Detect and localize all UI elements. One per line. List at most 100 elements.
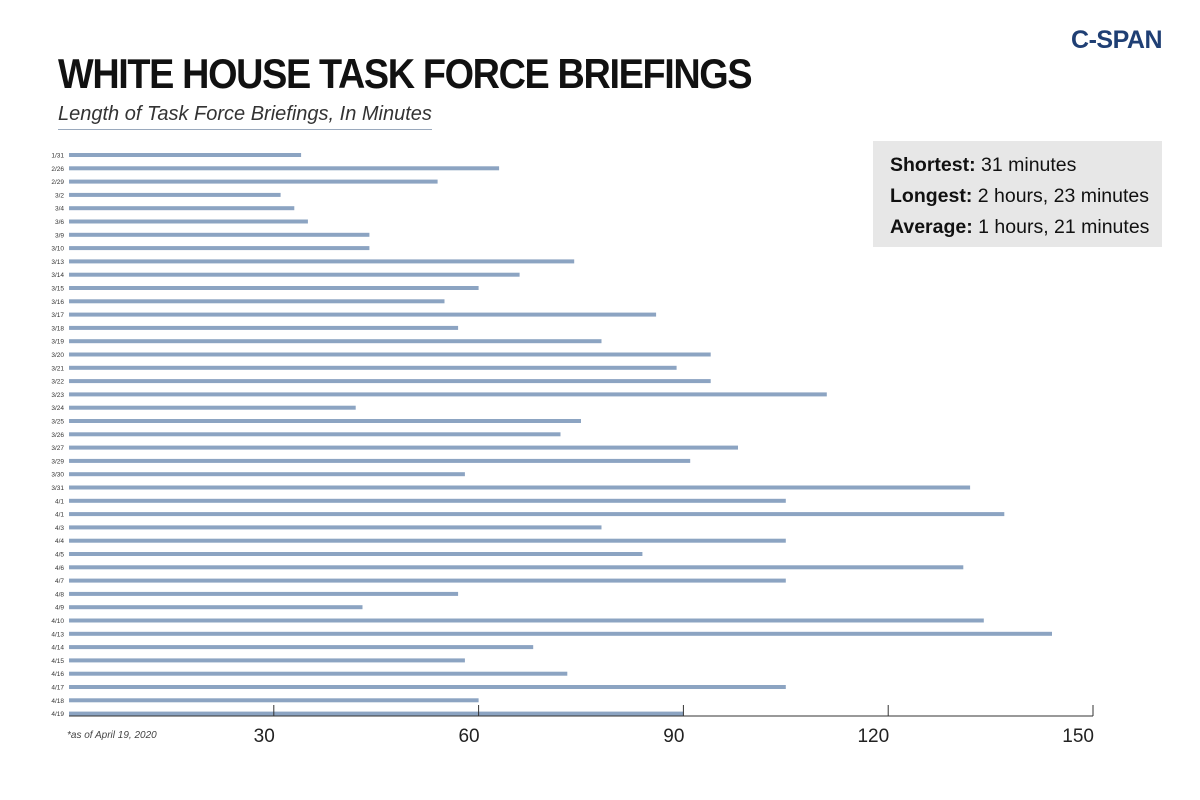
bar: [69, 698, 479, 703]
category-label: 3/9: [55, 232, 64, 239]
bar: [69, 711, 684, 716]
bar: [69, 339, 602, 344]
category-label: 3/13: [51, 259, 64, 266]
category-label: 4/8: [55, 591, 64, 598]
bar: [69, 645, 534, 650]
x-tick-label: 90: [663, 726, 684, 747]
category-label: 3/16: [51, 299, 64, 306]
bar: [69, 658, 465, 663]
category-label: 4/10: [51, 618, 64, 625]
category-label: 4/9: [55, 605, 64, 612]
bar: [69, 392, 827, 397]
x-tick-label: 60: [458, 726, 479, 747]
category-label: 4/4: [55, 538, 64, 545]
stat-longest: Longest: 2 hours, 23 minutes: [890, 181, 1162, 212]
bar: [69, 166, 500, 171]
stat-shortest: Shortest: 31 minutes: [890, 150, 1162, 181]
bar: [69, 299, 445, 304]
bar: [69, 179, 438, 184]
category-label: 3/10: [51, 246, 64, 253]
category-label: 3/31: [51, 485, 64, 492]
category-label: 3/26: [51, 432, 64, 439]
category-label: 3/17: [51, 312, 64, 319]
bar: [69, 312, 657, 317]
category-label: 4/18: [51, 698, 64, 705]
stat-average: Average: 1 hours, 21 minutes: [890, 212, 1162, 243]
bar: [69, 605, 363, 610]
bar: [69, 498, 786, 503]
category-label: 2/26: [51, 166, 64, 173]
x-tick-label: 30: [254, 726, 275, 747]
bar: [69, 671, 568, 676]
category-label: 3/6: [55, 219, 64, 226]
x-tick-label: 150: [1062, 726, 1094, 747]
category-label: 4/13: [51, 631, 64, 638]
category-label: 4/5: [55, 552, 64, 559]
category-label: 3/14: [51, 272, 64, 279]
category-label: 3/15: [51, 286, 64, 293]
bar: [69, 232, 370, 237]
bar: [69, 512, 1005, 517]
bar: [69, 432, 561, 437]
bar: [69, 325, 459, 330]
category-label: 3/20: [51, 352, 64, 359]
bar: [69, 485, 971, 490]
category-label: 3/30: [51, 472, 64, 479]
category-label: 4/1: [55, 498, 64, 505]
category-label: 3/22: [51, 379, 64, 386]
chart-title: WHITE HOUSE TASK FORCE BRIEFINGS: [58, 50, 753, 97]
category-label: 4/3: [55, 525, 64, 532]
category-label: 3/2: [55, 192, 64, 199]
bar: [69, 246, 370, 251]
stat-longest-label: Longest:: [890, 185, 973, 207]
bar: [69, 538, 786, 543]
bar: [69, 379, 711, 384]
bar: [69, 591, 459, 596]
category-label: 4/19: [51, 711, 64, 718]
category-label: 3/29: [51, 458, 64, 465]
category-label: 4/15: [51, 658, 64, 665]
bar: [69, 618, 984, 623]
cspan-logo: C-SPAN: [1071, 26, 1162, 54]
bar: [69, 419, 581, 423]
bar: [69, 286, 479, 290]
category-label: 3/19: [51, 339, 64, 346]
stats-box: Shortest: 31 minutes Longest: 2 hours, 2…: [873, 141, 1162, 247]
bar: [69, 565, 964, 570]
bar: [69, 153, 302, 157]
bar: [69, 219, 308, 224]
category-label: 4/1: [55, 512, 64, 519]
bar: [69, 405, 356, 410]
category-label: 3/18: [51, 325, 64, 332]
bar: [69, 458, 691, 463]
category-label: 4/7: [55, 578, 64, 585]
bar: [69, 445, 738, 450]
category-label: 4/14: [51, 645, 64, 652]
category-label: 4/17: [51, 685, 64, 692]
bar: [69, 206, 295, 211]
bar: [69, 352, 711, 357]
bar: [69, 578, 786, 583]
x-axis: 30 60 90 120 150: [69, 705, 1094, 747]
category-label: 3/27: [51, 445, 64, 452]
bar: [69, 525, 602, 530]
category-label: 2/29: [51, 179, 64, 186]
x-tick-label: 120: [857, 726, 889, 747]
stat-average-value: 1 hours, 21 minutes: [978, 216, 1150, 238]
bar: [69, 552, 643, 556]
bar: [69, 272, 520, 277]
bar: [69, 259, 575, 264]
bars-group: [69, 153, 1052, 716]
category-label: 3/25: [51, 419, 64, 426]
stat-average-label: Average:: [890, 216, 973, 238]
category-labels: 1/31 2/26 2/29 3/2 3/4 3/6 3/9 3/10 3/13 3/14 3/15…: [51, 153, 64, 719]
bar: [69, 472, 465, 477]
bar: [69, 365, 677, 370]
footnote: *as of April 19, 2020: [67, 730, 157, 741]
stat-shortest-value: 31 minutes: [981, 154, 1077, 176]
chart-subtitle: Length of Task Force Briefings, In Minut…: [58, 103, 432, 130]
bar: [69, 631, 1052, 636]
category-label: 4/16: [51, 671, 64, 678]
bar: [69, 192, 281, 197]
